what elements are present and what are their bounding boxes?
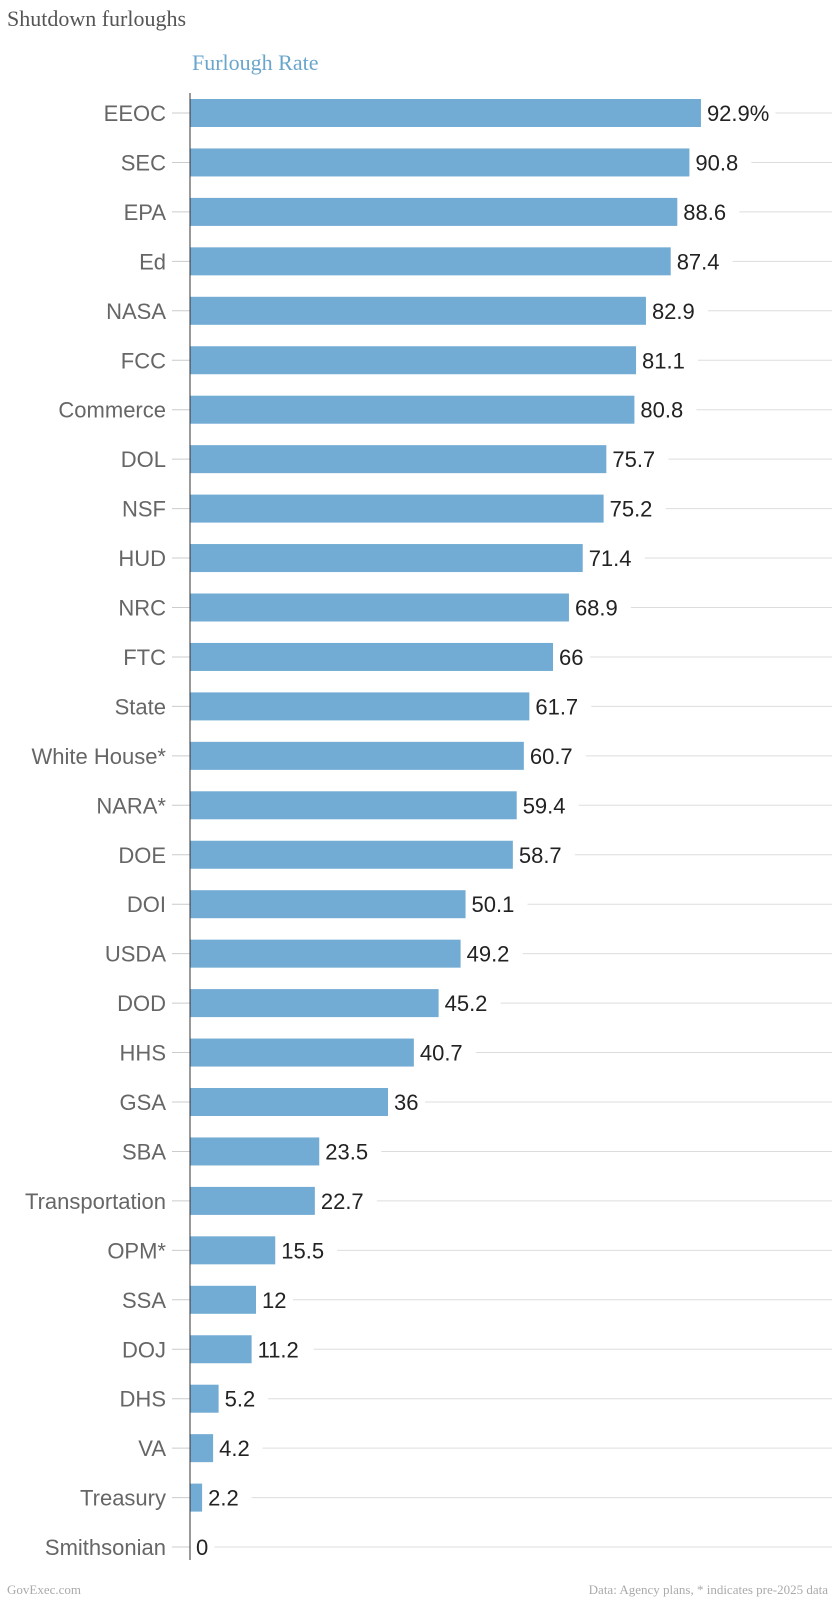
category-label: White House* xyxy=(31,744,166,769)
category-label: VA xyxy=(138,1436,166,1461)
bar xyxy=(190,1384,219,1413)
category-label: NARA* xyxy=(96,793,166,818)
category-label: Ed xyxy=(139,249,166,274)
value-label: 68.9 xyxy=(575,596,618,621)
bar xyxy=(190,939,461,968)
value-label: 58.7 xyxy=(519,843,562,868)
value-label: 66 xyxy=(559,645,583,670)
value-label: 2.2 xyxy=(208,1486,239,1511)
bar xyxy=(190,741,524,770)
category-label: NASA xyxy=(106,299,166,324)
value-label: 4.2 xyxy=(219,1436,250,1461)
value-label: 82.9 xyxy=(652,299,695,324)
bar xyxy=(190,197,678,226)
value-label: 80.8 xyxy=(640,398,683,423)
value-label: 71.4 xyxy=(589,546,632,571)
footer-note: Data: Agency plans, * indicates pre-2025… xyxy=(588,1582,828,1597)
value-label: 12 xyxy=(262,1288,286,1313)
value-label: 75.2 xyxy=(610,497,653,522)
bar xyxy=(190,1285,256,1314)
value-label: 90.8 xyxy=(695,150,738,175)
category-label: Smithsonian xyxy=(45,1535,166,1560)
category-label: NRC xyxy=(118,596,166,621)
category-label: HHS xyxy=(120,1041,166,1066)
value-label: 87.4 xyxy=(677,249,720,274)
value-label: 40.7 xyxy=(420,1041,463,1066)
category-label: SBA xyxy=(122,1139,166,1164)
bar xyxy=(190,791,517,820)
category-label: HUD xyxy=(118,546,166,571)
value-label: 23.5 xyxy=(325,1139,368,1164)
bar xyxy=(190,1335,252,1364)
bar xyxy=(190,840,513,869)
bar xyxy=(190,642,553,671)
value-label: 45.2 xyxy=(445,991,488,1016)
bar xyxy=(190,494,604,523)
value-label: 36 xyxy=(394,1090,418,1115)
bar xyxy=(190,1236,276,1265)
bar xyxy=(190,148,690,177)
category-label: DOD xyxy=(117,991,166,1016)
value-label: 15.5 xyxy=(281,1238,324,1263)
category-label: GSA xyxy=(120,1090,167,1115)
category-label: USDA xyxy=(105,942,166,967)
category-label: NSF xyxy=(122,497,166,522)
value-label: 0 xyxy=(196,1535,208,1560)
value-label: 92.9% xyxy=(707,101,769,126)
bar xyxy=(190,1088,388,1116)
value-label: 81.1 xyxy=(642,348,685,373)
value-label: 59.4 xyxy=(523,793,566,818)
value-label: 75.7 xyxy=(612,447,655,472)
category-label: DHS xyxy=(120,1387,166,1412)
bar xyxy=(190,395,635,424)
value-label: 11.2 xyxy=(258,1337,299,1362)
category-label: Treasury xyxy=(80,1486,166,1511)
bar xyxy=(190,692,530,721)
category-label: DOI xyxy=(127,892,166,917)
category-label: EEOC xyxy=(104,101,166,126)
bar xyxy=(190,1483,203,1512)
category-label: OPM* xyxy=(107,1238,166,1263)
bar xyxy=(190,989,439,1018)
value-label: 50.1 xyxy=(472,892,515,917)
bar xyxy=(190,1186,315,1215)
footer-source: GovExec.com xyxy=(7,1582,82,1597)
bar xyxy=(190,593,569,622)
bar xyxy=(190,346,637,375)
category-label: EPA xyxy=(124,200,167,225)
category-label: DOJ xyxy=(122,1337,166,1362)
chart-title: Shutdown furloughs xyxy=(7,6,187,31)
value-label: 60.7 xyxy=(530,744,573,769)
category-label: FCC xyxy=(121,348,166,373)
category-label: Commerce xyxy=(58,398,166,423)
value-label: 22.7 xyxy=(321,1189,364,1214)
value-label: 49.2 xyxy=(467,942,510,967)
bar xyxy=(190,296,646,325)
bar xyxy=(190,1137,320,1166)
bar xyxy=(190,1038,414,1067)
bar xyxy=(190,544,583,573)
category-label: SSA xyxy=(122,1288,166,1313)
category-label: SEC xyxy=(121,150,166,175)
bar xyxy=(190,99,701,127)
value-label: 5.2 xyxy=(225,1387,256,1412)
bar xyxy=(190,890,466,919)
category-label: FTC xyxy=(123,645,166,670)
bar xyxy=(190,247,671,276)
category-label: Transportation xyxy=(25,1189,166,1214)
value-label: 88.6 xyxy=(683,200,726,225)
bar xyxy=(190,445,607,474)
category-label: DOL xyxy=(121,447,166,472)
series-title: Furlough Rate xyxy=(192,50,319,75)
category-label: DOE xyxy=(118,843,166,868)
value-label: 61.7 xyxy=(535,694,578,719)
bar xyxy=(190,1434,214,1463)
category-label: State xyxy=(115,694,166,719)
